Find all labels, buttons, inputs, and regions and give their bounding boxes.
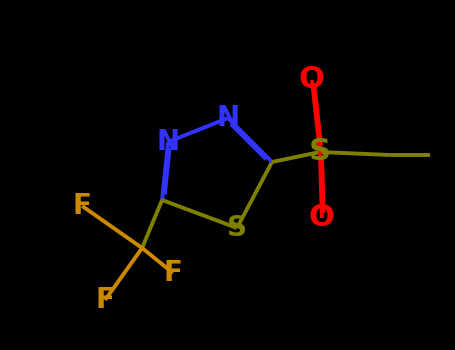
Text: O: O (309, 203, 335, 232)
Text: F: F (96, 286, 115, 314)
Text: S: S (309, 138, 331, 167)
Text: N: N (217, 104, 240, 132)
Text: F: F (73, 192, 91, 220)
Text: F: F (164, 259, 182, 287)
Text: S: S (227, 214, 247, 242)
Text: N: N (157, 128, 180, 156)
Text: O: O (299, 65, 325, 95)
